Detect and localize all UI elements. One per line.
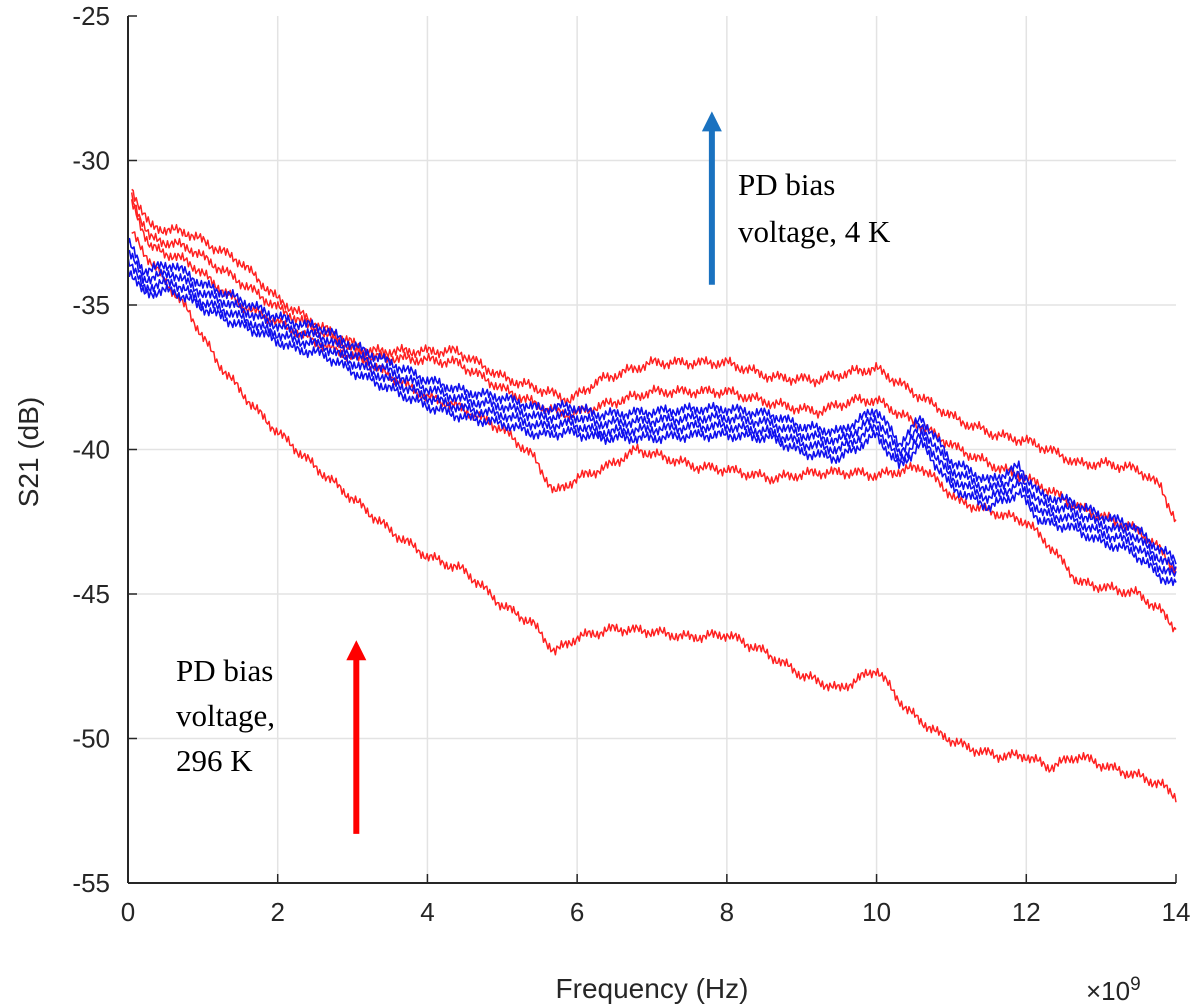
x-tick-label: 14 xyxy=(1162,897,1191,927)
series-line-3 xyxy=(130,199,1177,633)
x-axis-exponent-power: 9 xyxy=(1130,974,1141,995)
x-tick-label: 12 xyxy=(1012,897,1041,927)
axes xyxy=(127,15,1177,884)
x-tick-label: 8 xyxy=(720,897,734,927)
x-tick-label: 0 xyxy=(121,897,135,927)
x-axis-label: Frequency (Hz) xyxy=(556,973,749,1004)
y-tick-label: -35 xyxy=(72,290,110,320)
annotation-text-line: PD bias xyxy=(738,167,835,202)
grid-lines xyxy=(128,16,1176,883)
y-tick-label: -25 xyxy=(72,1,110,31)
tick-labels: 0 2 4 6 8 10 12 14 -25 -30 -35 -40 -45 -50 -55 xyxy=(72,1,1190,927)
x-tick-label: 4 xyxy=(420,897,434,927)
x-axis-exponent-base: ×10 xyxy=(1086,976,1130,1006)
y-tick-label: -40 xyxy=(72,435,110,465)
annotations: PD bias voltage, 4 K PD bias voltage, 296 K xyxy=(176,111,891,834)
series-line-2 xyxy=(130,192,1177,575)
annotation-text-line: 296 K xyxy=(176,743,253,778)
x-axis-exponent: ×109 xyxy=(1086,974,1141,1006)
series-line-6 xyxy=(127,249,1177,572)
plot-area xyxy=(127,188,1177,803)
annotation-arrow-head xyxy=(701,111,722,132)
series-line-7 xyxy=(127,256,1177,577)
annotation-text-line: PD bias xyxy=(176,653,273,688)
x-tick-label: 2 xyxy=(270,897,284,927)
annotation-arrow-head xyxy=(346,640,367,661)
x-tick-label: 6 xyxy=(570,897,584,927)
y-tick-label: -55 xyxy=(72,868,110,898)
series-line-8 xyxy=(127,268,1177,587)
annotation-text-line: voltage, xyxy=(176,698,275,733)
series-line-5 xyxy=(127,237,1177,565)
series-line-1 xyxy=(131,188,1177,523)
annotation-text-line: voltage, 4 K xyxy=(738,214,891,249)
y-tick-label: -50 xyxy=(72,724,110,754)
y-tick-label: -45 xyxy=(72,579,110,609)
x-tick-label: 10 xyxy=(862,897,891,927)
y-tick-label: -30 xyxy=(72,146,110,176)
y-axis-label: S21 (dB) xyxy=(13,397,44,508)
series-line-4 xyxy=(131,231,1177,803)
